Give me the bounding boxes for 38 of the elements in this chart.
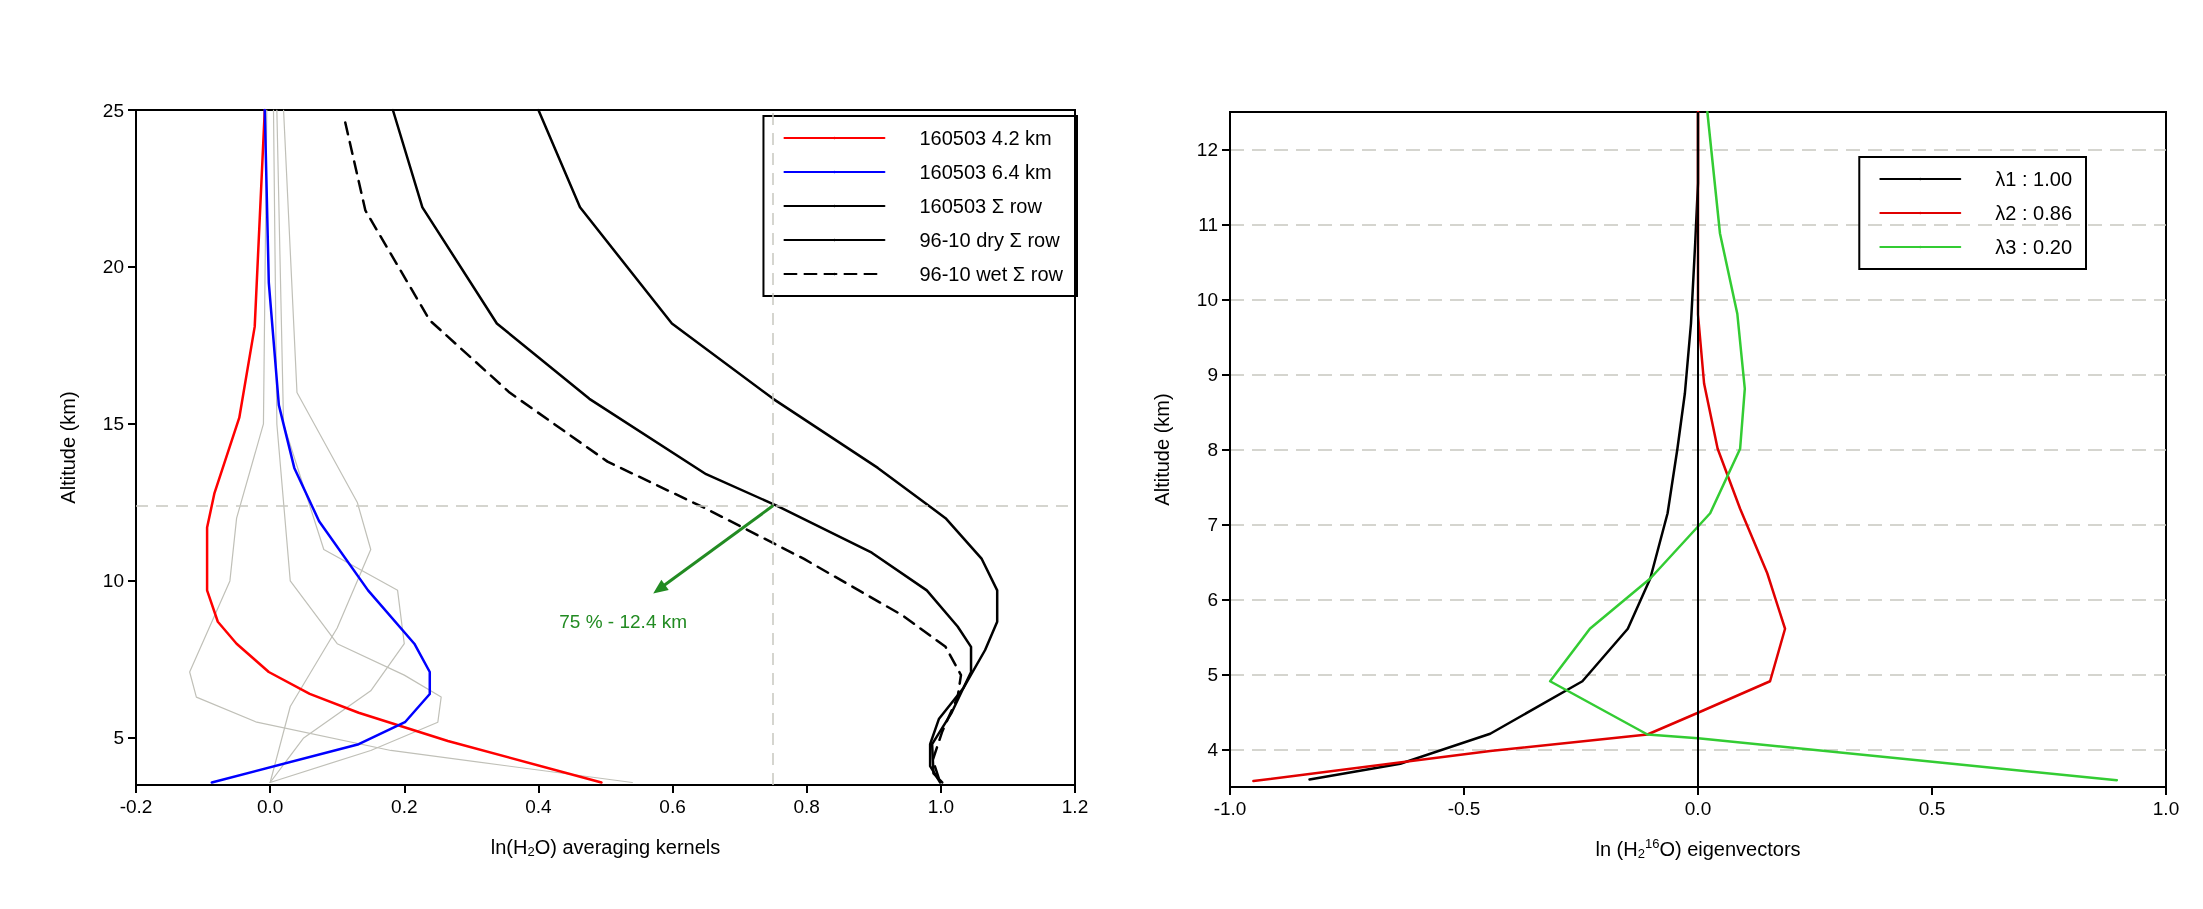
x-tick-label: 0.4: [525, 796, 553, 817]
y-tick-label: 7: [1207, 514, 1218, 535]
y-tick-label: 5: [113, 727, 124, 749]
x-tick-label: -0.5: [1447, 798, 1481, 819]
x-tick-label: 0.8: [793, 796, 820, 817]
y-tick-label: 9: [1207, 364, 1218, 385]
legend-label: λ1 : 1.00: [1995, 168, 2072, 190]
x-tick-label: -1.0: [1213, 798, 1247, 819]
x-tick-label: 1.2: [1061, 796, 1089, 817]
y-tick-label: 12: [1196, 139, 1218, 160]
y-axis-title: Altitude (km): [1151, 393, 1173, 506]
y-tick-label: 10: [1196, 289, 1218, 310]
x-tick-label: 0.6: [659, 796, 686, 817]
legend-label: 96-10 wet Σ row: [919, 263, 1064, 285]
annotation: 75 % - 12.4 km: [559, 610, 688, 632]
y-tick-label: 6: [1207, 589, 1218, 610]
x-tick-label: -0.2: [119, 796, 153, 817]
y-tick-label: 8: [1207, 439, 1218, 460]
y-tick-label: 5: [1207, 664, 1218, 685]
legend-label: 160503 Σ row: [919, 195, 1043, 217]
y-axis-title: Altitude (km): [57, 391, 79, 504]
x-tick-label: 0.0: [256, 796, 284, 817]
x-tick-label: 0.2: [391, 796, 418, 817]
legend-label: 96-10 dry Σ row: [919, 229, 1061, 251]
y-tick-label: 20: [102, 256, 124, 278]
x-tick-label: 0.0: [1684, 798, 1712, 819]
y-tick-label: 25: [102, 99, 124, 121]
x-tick-label: 0.5: [1918, 798, 1946, 819]
x-tick-label: 1.0: [927, 796, 955, 817]
legend-label: λ2 : 0.86: [1995, 202, 2072, 224]
x-tick-label: 1.0: [2152, 798, 2180, 819]
y-tick-label: 10: [102, 570, 124, 592]
y-tick-label: 4: [1207, 739, 1219, 760]
legend-label: λ3 : 0.20: [1995, 236, 2072, 258]
y-tick-label: 15: [102, 413, 124, 435]
y-tick-label: 11: [1198, 214, 1218, 235]
legend-label: 160503 6.4 km: [919, 161, 1052, 183]
legend-label: 160503 4.2 km: [919, 127, 1052, 149]
